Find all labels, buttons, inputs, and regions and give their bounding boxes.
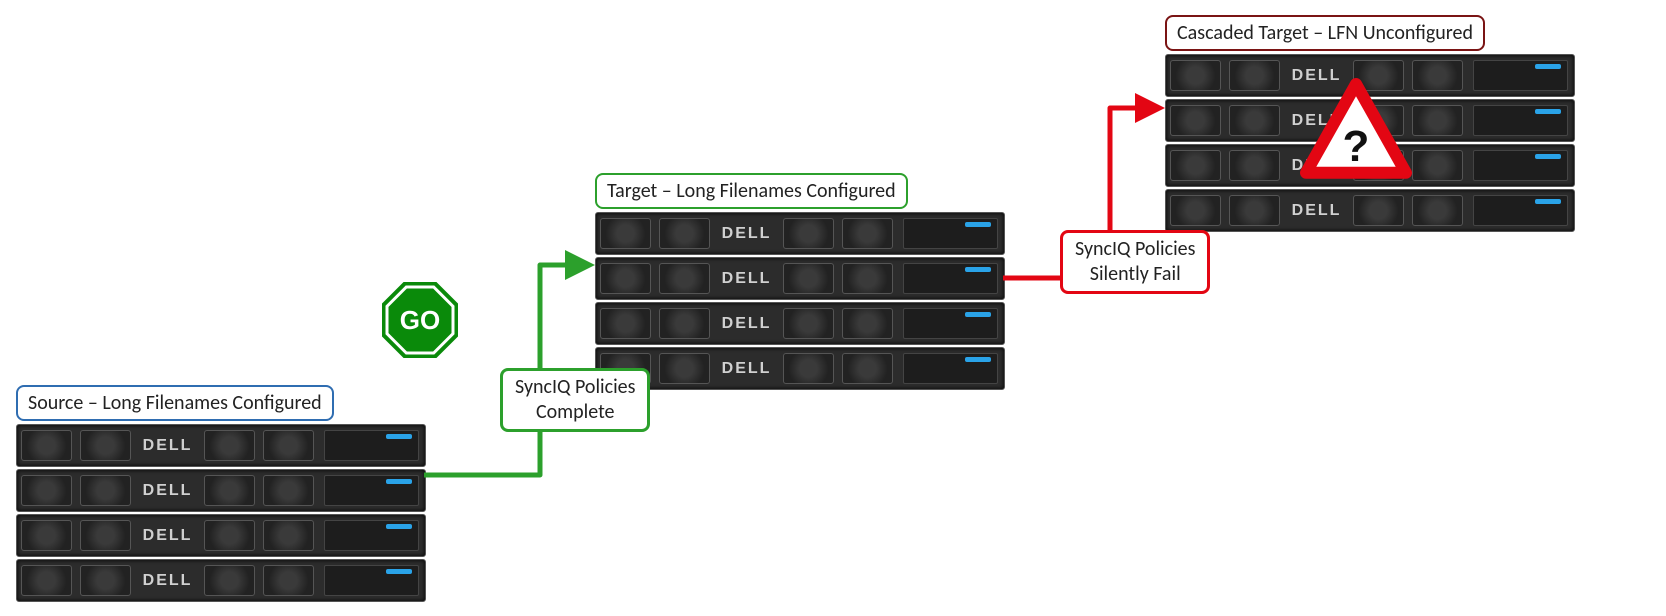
- source-cluster-label-text: Source – Long Filenames Configured: [28, 391, 322, 415]
- dell-logo: DELL: [714, 360, 779, 378]
- dell-logo: DELL: [135, 437, 200, 455]
- target-cluster: DELL DELL DELL DELL: [595, 212, 1003, 392]
- dell-logo: DELL: [135, 572, 200, 590]
- server-unit: DELL: [16, 559, 426, 602]
- status-complete: SyncIQ PoliciesComplete: [500, 368, 650, 432]
- source-cluster: DELL DELL DELL DELL: [16, 424, 424, 604]
- svg-text:GO: GO: [400, 305, 440, 335]
- target-cluster-label-text: Target – Long Filenames Configured: [607, 179, 896, 203]
- server-unit: DELL: [1165, 189, 1575, 232]
- status-fail: SyncIQ PoliciesSilently Fail: [1060, 230, 1210, 294]
- server-unit: DELL: [595, 257, 1005, 300]
- warning-icon: ?: [1300, 78, 1412, 184]
- dell-logo: DELL: [1284, 202, 1349, 220]
- go-sign-icon: GO: [382, 282, 458, 363]
- server-unit: DELL: [595, 347, 1005, 390]
- server-unit: DELL: [16, 469, 426, 512]
- svg-text:?: ?: [1343, 122, 1370, 171]
- cascaded-cluster-label: Cascaded Target – LFN Unconfigured: [1165, 15, 1485, 51]
- dell-logo: DELL: [714, 270, 779, 288]
- server-unit: DELL: [16, 424, 426, 467]
- dell-logo: DELL: [135, 482, 200, 500]
- target-cluster-label: Target – Long Filenames Configured: [595, 173, 908, 209]
- server-unit: DELL: [595, 302, 1005, 345]
- dell-logo: DELL: [714, 225, 779, 243]
- diagram-stage: Source – Long Filenames Configured DELLD…: [0, 0, 1666, 616]
- server-unit: DELL: [595, 212, 1005, 255]
- server-unit: DELL: [16, 514, 426, 557]
- dell-logo: DELL: [135, 527, 200, 545]
- dell-logo: DELL: [714, 315, 779, 333]
- source-cluster-label: Source – Long Filenames Configured: [16, 385, 334, 421]
- cascaded-cluster-label-text: Cascaded Target – LFN Unconfigured: [1177, 21, 1473, 45]
